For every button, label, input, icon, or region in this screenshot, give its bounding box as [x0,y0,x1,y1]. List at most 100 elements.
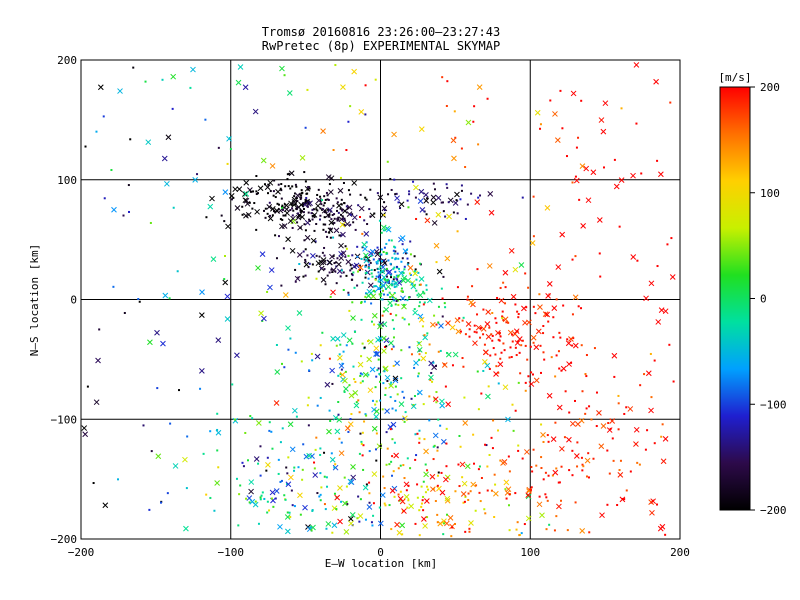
point-cross [325,521,332,527]
point-cross [418,316,425,323]
point-dot [507,504,510,507]
point-cross [380,212,386,218]
point-cross [336,202,342,209]
point-dot [284,498,287,501]
point-cross [460,491,467,497]
point-dot [216,449,219,452]
point-cross [633,62,640,68]
point-dot [95,130,98,133]
point-dot [414,458,417,461]
point-dot [357,495,360,498]
point-cross [482,359,488,365]
point-dot [425,213,428,216]
point-cross [226,135,232,142]
point-dot [395,314,398,317]
point-dot [460,184,463,187]
point-dot [542,332,545,335]
point-cross [337,187,344,194]
point-dot [255,190,258,193]
point-cross [378,277,385,284]
point-dot [404,411,407,414]
point-dot [381,408,384,411]
point-dot [172,206,175,209]
point-dot [638,463,641,466]
point-dot [220,214,223,217]
point-dot [425,288,428,291]
point-cross [422,523,428,529]
point-dot [479,327,482,330]
point-dot [514,346,517,349]
point-dot [397,257,400,260]
point-dot [297,214,300,217]
point-cross [371,406,377,413]
point-dot [304,274,307,277]
point-cross [350,474,357,481]
point-dot [653,442,656,445]
point-dot [453,110,456,113]
point-dot [608,472,611,475]
point-dot [478,491,481,494]
point-cross [599,512,605,519]
point-cross [373,413,379,420]
point-dot [560,499,563,502]
point-dot [523,523,526,526]
point-cross [657,525,664,532]
point-dot [394,297,397,300]
point-dot [558,481,561,484]
point-dot [435,261,438,264]
point-dot [419,283,422,286]
point-dot [282,247,285,250]
point-dot [611,437,614,440]
point-dot [300,196,303,199]
point-dot [226,162,229,165]
point-dot [297,466,300,469]
point-dot [283,494,286,497]
point-dot [599,275,602,278]
point-cross [540,431,546,438]
point-dot [370,521,373,524]
point-dot [428,343,431,346]
point-dot [307,396,310,399]
point-cross [606,427,613,433]
point-cross [550,436,557,442]
point-cross [358,205,365,212]
point-cross [633,441,639,447]
x-tick-labels: −200 −100 0 100 200 [68,546,690,559]
point-dot [315,277,318,280]
point-dot [393,178,396,181]
point-dot [342,350,345,353]
point-dot [606,449,609,452]
point-dot [436,484,439,487]
point-dot [334,64,337,67]
point-dot [499,357,502,360]
point-dot [277,235,280,238]
point-dot [496,296,499,299]
point-dot [578,198,581,201]
x-tick-label: −200 [68,546,95,559]
point-dot [542,351,545,354]
point-cross [461,480,468,487]
point-dot [416,294,419,297]
point-dot [367,259,370,262]
point-dot [463,396,466,399]
point-dot [393,252,396,255]
point-dot [352,221,355,224]
point-dot [294,192,297,195]
point-dot [340,198,343,201]
point-dot [268,201,271,204]
point-cross [464,463,471,470]
point-dot [363,300,366,303]
point-dot [373,285,376,288]
point-dot [259,474,262,477]
point-dot [336,209,339,212]
point-dot [343,217,346,220]
point-cross [379,268,386,275]
point-cross [367,282,374,289]
point-dot [127,184,130,187]
point-dot [307,424,310,427]
point-dot [398,267,401,270]
point-dot [441,201,444,204]
point-dot [418,509,421,512]
point-dot [358,411,361,414]
